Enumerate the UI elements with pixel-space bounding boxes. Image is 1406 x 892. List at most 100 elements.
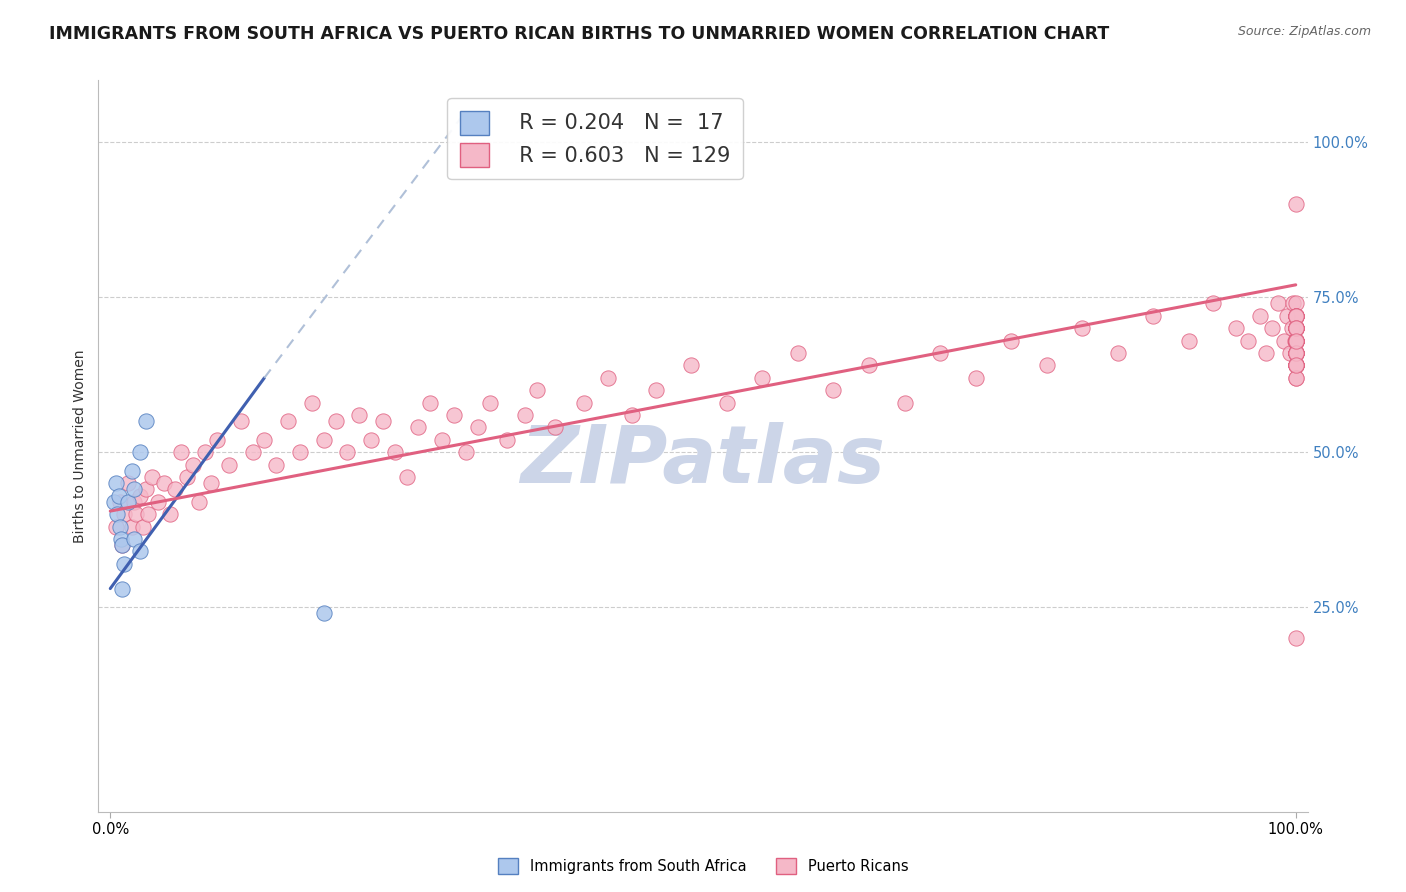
Point: [1285, 309, 1308, 323]
Point: [395, 470, 418, 484]
Point: [170, 445, 193, 459]
Point: [1285, 309, 1308, 323]
Point: [103, 495, 125, 509]
Point: [598, 371, 620, 385]
Point: [1285, 334, 1308, 348]
Point: [122, 483, 145, 497]
Point: [419, 395, 441, 409]
Point: [312, 607, 335, 621]
Point: [108, 519, 131, 533]
Point: [1285, 371, 1308, 385]
Point: [1285, 346, 1308, 360]
Point: [135, 414, 157, 428]
Point: [111, 538, 134, 552]
Point: [264, 458, 287, 472]
Point: [152, 476, 174, 491]
Point: [1285, 296, 1308, 310]
Point: [194, 445, 217, 459]
Point: [371, 414, 394, 428]
Point: [1285, 309, 1308, 323]
Point: [108, 495, 131, 509]
Point: [1285, 359, 1308, 373]
Point: [1285, 321, 1308, 335]
Point: [526, 383, 548, 397]
Point: [336, 445, 359, 459]
Point: [1285, 321, 1308, 335]
Point: [111, 582, 134, 596]
Point: [1285, 334, 1308, 348]
Point: [1202, 296, 1225, 310]
Point: [1285, 197, 1308, 211]
Point: [107, 489, 129, 503]
Point: [1272, 334, 1295, 348]
Point: [277, 414, 299, 428]
Point: [1107, 346, 1129, 360]
Point: [1225, 321, 1247, 335]
Text: Source: ZipAtlas.com: Source: ZipAtlas.com: [1237, 25, 1371, 38]
Point: [1285, 309, 1308, 323]
Point: [1285, 321, 1308, 335]
Point: [132, 519, 155, 533]
Point: [1285, 309, 1308, 323]
Point: [1285, 321, 1308, 335]
Point: [515, 408, 537, 422]
Point: [136, 507, 159, 521]
Point: [1277, 309, 1299, 323]
Point: [1285, 334, 1308, 348]
Point: [1285, 359, 1308, 373]
Point: [1285, 309, 1308, 323]
Point: [1285, 309, 1308, 323]
Point: [347, 408, 370, 422]
Point: [1281, 321, 1303, 335]
Point: [1285, 359, 1308, 373]
Point: [1285, 334, 1308, 348]
Point: [1285, 346, 1308, 360]
Text: ZIPatlas: ZIPatlas: [520, 422, 886, 500]
Point: [114, 557, 136, 571]
Point: [1285, 371, 1308, 385]
Point: [114, 507, 136, 521]
Point: [181, 458, 204, 472]
Point: [681, 359, 703, 373]
Point: [893, 395, 915, 409]
Point: [360, 433, 382, 447]
Point: [129, 445, 152, 459]
Point: [496, 433, 519, 447]
Point: [117, 476, 139, 491]
Point: [751, 371, 773, 385]
Point: [1071, 321, 1094, 335]
Point: [176, 470, 198, 484]
Point: [823, 383, 845, 397]
Point: [1285, 346, 1308, 360]
Point: [1142, 309, 1164, 323]
Point: [716, 395, 738, 409]
Point: [121, 519, 143, 533]
Point: [1285, 346, 1308, 360]
Legend: Immigrants from South Africa, Puerto Ricans: Immigrants from South Africa, Puerto Ric…: [492, 852, 914, 880]
Point: [218, 458, 240, 472]
Point: [200, 476, 222, 491]
Point: [644, 383, 666, 397]
Point: [121, 464, 143, 478]
Point: [125, 507, 148, 521]
Point: [146, 495, 169, 509]
Point: [1249, 309, 1271, 323]
Point: [1285, 359, 1308, 373]
Point: [301, 395, 323, 409]
Point: [929, 346, 952, 360]
Point: [965, 371, 987, 385]
Point: [432, 433, 454, 447]
Point: [478, 395, 501, 409]
Legend:   R = 0.204   N =  17,   R = 0.603   N = 129: R = 0.204 N = 17, R = 0.603 N = 129: [447, 98, 742, 179]
Point: [1285, 321, 1308, 335]
Point: [1285, 359, 1308, 373]
Point: [620, 408, 643, 422]
Point: [1285, 346, 1308, 360]
Point: [1285, 359, 1308, 373]
Point: [105, 476, 128, 491]
Point: [1237, 334, 1260, 348]
Point: [1284, 334, 1306, 348]
Text: IMMIGRANTS FROM SOUTH AFRICA VS PUERTO RICAN BIRTHS TO UNMARRIED WOMEN CORRELATI: IMMIGRANTS FROM SOUTH AFRICA VS PUERTO R…: [49, 25, 1109, 43]
Y-axis label: Births to Unmarried Women: Births to Unmarried Women: [73, 350, 87, 542]
Point: [544, 420, 567, 434]
